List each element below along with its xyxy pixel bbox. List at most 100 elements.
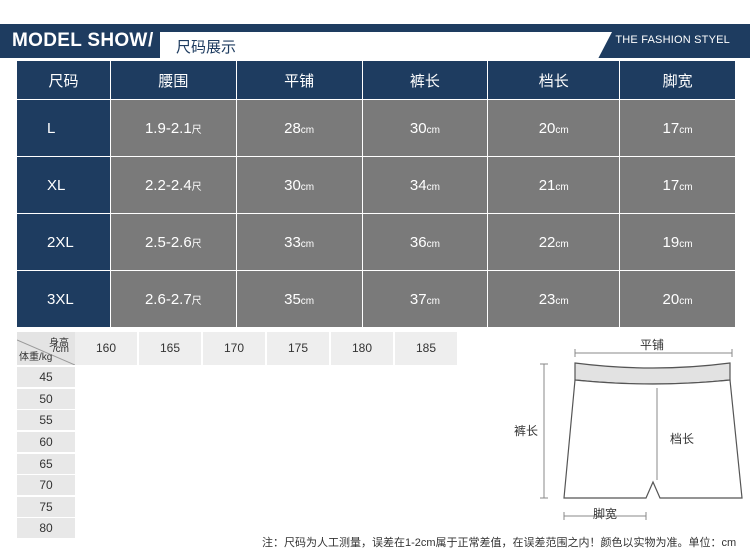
waist-unit: 尺 (191, 238, 202, 250)
cm-unit: cm (300, 124, 315, 136)
header-tab (160, 32, 612, 58)
table-row: 3XL 2.6-2.7尺 35cm 37cm 23cm 20cm (16, 270, 736, 328)
crotch-value: 21 (538, 176, 556, 194)
crotch-cell: 20cm (487, 99, 621, 157)
measurement-note: 注：尺码为人工测量，误差在1-2cm属于正常差值，在误差范围之内！颜色以实物为准… (262, 537, 737, 549)
weight-cell: 80 (17, 518, 75, 538)
cm-unit: cm (426, 238, 440, 250)
length-label: 裤长 (514, 424, 539, 438)
header-title: MODEL SHOW (12, 30, 148, 51)
length-cell: 30cm (361, 99, 489, 157)
waist-value: 1.9-2.1 (144, 119, 192, 137)
cm-unit: cm (555, 295, 569, 307)
waist-cell: 2.2-2.4尺 (109, 156, 237, 214)
length-value: 36 (409, 233, 427, 251)
header-length: 裤长 (361, 60, 489, 100)
header-subtitle: 尺码展示 (176, 39, 237, 56)
weight-cell: 75 (17, 497, 75, 517)
cm-unit: cm (300, 295, 315, 307)
flat-cell: 35cm (235, 270, 363, 328)
leg-cell: 20cm (619, 270, 736, 328)
height-cell: 165 (139, 332, 201, 365)
height-cell: 180 (331, 332, 393, 365)
cm-unit: cm (555, 181, 569, 193)
header-banner: MODEL SHOW / 尺码展示 THE FASHION STYEL (0, 24, 750, 58)
weight-cell: 65 (17, 454, 75, 474)
size-cell: L (16, 99, 111, 157)
flat-value: 30 (284, 176, 301, 194)
flat-cell: 30cm (235, 156, 363, 214)
crotch-label: 档长 (670, 432, 695, 446)
header-leg: 脚宽 (619, 60, 736, 100)
size-table-header: 尺码 腰围 平铺 裤长 档长 脚宽 (16, 60, 736, 100)
cm-unit: cm (300, 181, 315, 193)
crotch-cell: 21cm (487, 156, 621, 214)
crotch-cell: 23cm (487, 270, 621, 328)
flat-value: 33 (284, 233, 301, 251)
shorts-diagram: 平铺 裤长 档长 脚宽 (500, 330, 750, 540)
flat-value: 35 (284, 290, 301, 308)
size-table: 尺码 腰围 平铺 裤长 档长 脚宽 L 1.9-2.1尺 28cm 30cm 2… (16, 60, 736, 328)
corner-height-label: 身高 (49, 338, 69, 349)
flat-cell: 28cm (235, 99, 363, 157)
length-cell: 34cm (361, 156, 489, 214)
length-value: 37 (409, 290, 427, 308)
size-cell: 2XL (16, 213, 111, 271)
length-value: 34 (409, 176, 427, 194)
header-slash: / (148, 30, 154, 51)
leg-value: 17 (662, 119, 680, 137)
length-value: 30 (409, 119, 427, 137)
size-cell: 3XL (16, 270, 111, 328)
waist-cell: 1.9-2.1尺 (109, 99, 237, 157)
height-cell: 170 (203, 332, 265, 365)
weight-cell: 55 (17, 410, 75, 430)
height-cell: 160 (75, 332, 137, 365)
header-crotch: 档长 (487, 60, 621, 100)
cm-unit: cm (679, 124, 693, 136)
weight-cell: 60 (17, 432, 75, 452)
flat-cell: 33cm (235, 213, 363, 271)
waist-unit: 尺 (191, 295, 202, 307)
table-row: XL 2.2-2.4尺 30cm 34cm 21cm 17cm (16, 156, 736, 214)
header-flat: 平铺 (235, 60, 363, 100)
waist-value: 2.6-2.7 (144, 290, 192, 308)
header-tagline: THE FASHION STYEL (615, 34, 730, 46)
table-row: 2XL 2.5-2.6尺 33cm 36cm 22cm 19cm (16, 213, 736, 271)
corner-divider (17, 339, 75, 365)
cm-unit: cm (426, 295, 440, 307)
shorts-outline-icon (540, 349, 743, 520)
waist-value: 2.2-2.4 (144, 176, 192, 194)
cm-unit: cm (555, 124, 569, 136)
grid-corner: 身高 /cm 体重/kg (17, 332, 75, 365)
length-cell: 36cm (361, 213, 489, 271)
cm-unit: cm (555, 238, 569, 250)
flat-value: 28 (284, 119, 301, 137)
cm-unit: cm (679, 238, 693, 250)
leg-cell: 19cm (619, 213, 736, 271)
cm-unit: cm (679, 295, 693, 307)
leg-cell: 17cm (619, 156, 736, 214)
height-cell: 175 (267, 332, 329, 365)
size-cell: XL (16, 156, 111, 214)
cm-unit: cm (426, 124, 440, 136)
leg-cell: 17cm (619, 99, 736, 157)
height-cell: 185 (395, 332, 457, 365)
length-cell: 37cm (361, 270, 489, 328)
waist-unit: 尺 (191, 181, 202, 193)
cm-unit: cm (426, 181, 440, 193)
crotch-value: 23 (538, 290, 556, 308)
leg-value: 17 (662, 176, 680, 194)
header-waist: 腰围 (109, 60, 237, 100)
waist-cell: 2.6-2.7尺 (109, 270, 237, 328)
crotch-value: 22 (538, 233, 556, 251)
waist-unit: 尺 (191, 124, 202, 136)
weight-cell: 50 (17, 389, 75, 409)
leg-value: 20 (662, 290, 680, 308)
table-row: L 1.9-2.1尺 28cm 30cm 20cm 17cm (16, 99, 736, 157)
corner-weight-label: 体重/kg (19, 352, 53, 363)
header-size: 尺码 (16, 60, 111, 100)
waist-cell: 2.5-2.6尺 (109, 213, 237, 271)
corner-unit-label: /cm (52, 344, 69, 355)
cm-unit: cm (679, 181, 693, 193)
weight-cell: 70 (17, 475, 75, 495)
